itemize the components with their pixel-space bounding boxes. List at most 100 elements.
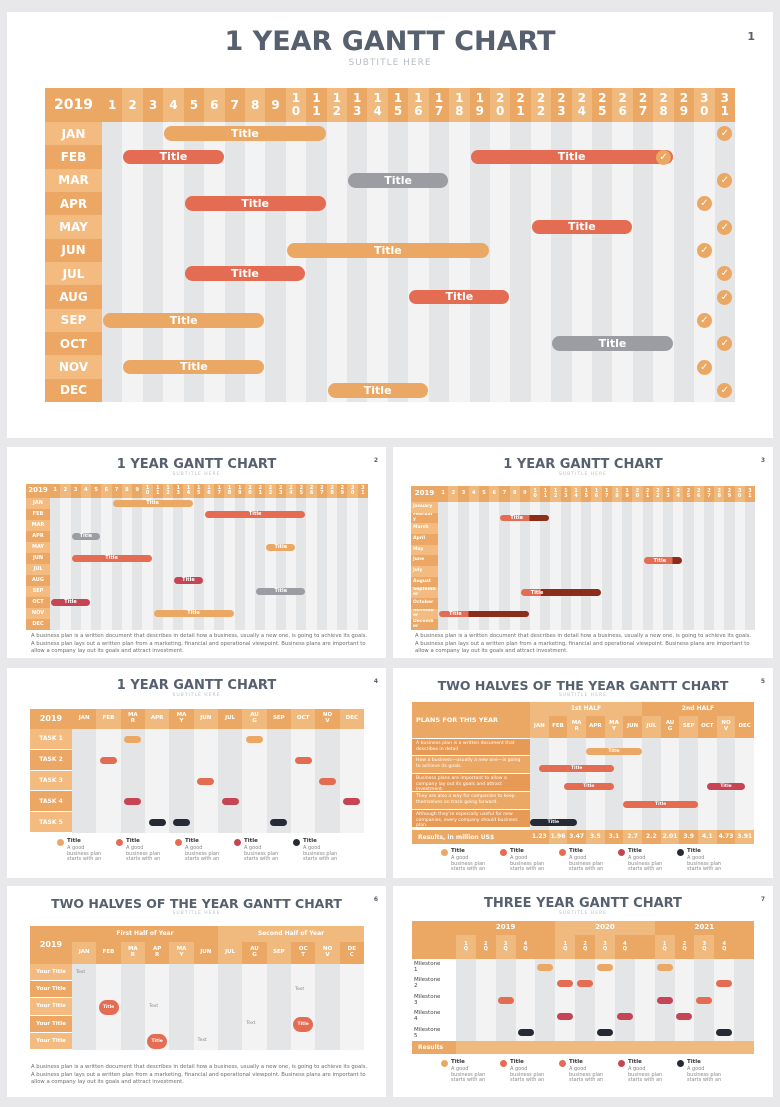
task-bar[interactable]: Title [531,219,632,235]
task-bar[interactable]: Title [539,765,614,772]
task-bar[interactable]: Title [204,510,306,518]
milestone-pill[interactable] [557,1012,574,1020]
task-pill[interactable] [246,735,263,743]
legend-dot [559,849,566,856]
milestone-pill[interactable] [577,980,594,988]
task-bar[interactable]: Title [51,598,91,606]
day-header: 1 2 [162,484,174,498]
task-bar[interactable]: Title [552,336,673,352]
task-bar[interactable]: Title [563,783,614,790]
day-column [560,502,571,630]
day-header: 1 9 [469,88,490,122]
task-bar[interactable]: Title [123,149,224,165]
task-bar[interactable]: Title [470,149,673,165]
legend-dot [441,849,448,856]
task-bar[interactable]: Title [71,532,101,540]
task-bar[interactable]: Title [586,747,642,755]
day-column [499,502,510,630]
task-pill[interactable] [197,777,215,785]
milestone-pill[interactable] [656,996,673,1004]
legend-title: Title [569,1059,583,1065]
task-bar[interactable]: Title [71,554,152,562]
legend-title: Title [244,838,258,844]
milestone-pill[interactable] [656,963,673,971]
milestone-label: Milestone 3 [414,993,441,1006]
task-bar[interactable]: Title [530,819,577,826]
task-bar[interactable]: Title [256,587,306,595]
task-bar[interactable]: Title [623,801,698,808]
task-bar[interactable]: Title [707,783,745,790]
task-bar[interactable]: Title [500,514,550,522]
slide-thumbnail-6[interactable]: TWO HALVES OF THE YEAR GANTT CHART SUBTI… [7,886,386,1097]
milestone-pill[interactable] [597,1029,613,1037]
day-column [489,502,500,630]
slide-thumbnail-2[interactable]: 1 YEAR GANTT CHART SUBTITLE HERE 2 2019 1… [7,447,386,658]
legend-item: Title A good business plan starts with an [293,838,348,866]
task-pill[interactable] [148,819,166,827]
task-bar[interactable]: Title [103,312,265,328]
quarter-header [734,935,754,959]
results-label: Results, in million US$ [412,830,530,844]
milestone-pill[interactable] [497,996,514,1004]
quarter-column [575,959,596,1041]
day-header: 6 [101,484,112,498]
legend-text: A good business plan starts with an [510,855,545,872]
task-pill[interactable] [343,798,361,806]
task-pill[interactable] [294,756,312,764]
milestone-pill[interactable] [597,963,613,971]
task-pill[interactable] [270,819,288,827]
cell-text: Text [76,969,86,975]
legend-text: A good business plan starts with an [687,855,722,872]
task-bar[interactable]: Title [409,289,510,305]
task-pill[interactable] [173,819,190,827]
task-bar[interactable]: Title [153,609,234,617]
slide-thumbnail-7[interactable]: THREE YEAR GANTT CHART SUBTITLE HERE 7 2… [393,886,773,1097]
task-bar[interactable]: Title [112,499,193,507]
milestone-pill[interactable] [517,1029,534,1037]
cell-text: Text [295,986,305,992]
task-bar[interactable]: Title [286,242,489,258]
quarter-column [456,959,476,1041]
task-bar[interactable]: Title [184,196,326,212]
day-header: 3 1 [714,88,735,122]
slide-thumbnail-5[interactable]: TWO HALVES OF THE YEAR GANTT CHART SUBTI… [393,668,773,878]
slide-thumbnail-1[interactable]: 1 YEAR GANTT CHART SUBTITLE HERE 1 2019 1… [7,12,773,438]
month-header: OC T [291,942,316,964]
task-pill[interactable] [319,777,336,785]
task-bar[interactable]: Title [123,359,265,375]
milestone-pill[interactable] [557,980,574,988]
milestone-pill[interactable] [696,996,713,1004]
milestone-pill[interactable] [716,980,733,988]
slide-thumbnail-3[interactable]: 1 YEAR GANTT CHART SUBTITLE HERE 3 2019 1… [393,447,773,658]
task-bar[interactable]: Title [327,382,428,398]
task-bar[interactable]: Title [439,610,530,618]
month-label: June [411,555,438,566]
task-pill[interactable] [124,798,142,806]
quarter-column [674,959,695,1041]
task-bar[interactable]: Title [266,543,296,551]
day-column [326,122,348,402]
milestone-pill[interactable] [676,1012,693,1020]
task-bar[interactable]: Title [520,589,601,597]
milestone-pill[interactable] [716,1029,733,1037]
month-label: JUN [26,553,50,564]
day-column [724,502,735,630]
milestone-pill[interactable] [616,1012,633,1020]
day-column [163,122,184,402]
month-label: FEB [45,145,102,169]
slide-thumbnail-4[interactable]: 1 YEAR GANTT CHART SUBTITLE HERE 4 2019 J… [7,668,386,878]
task-pill[interactable] [100,756,117,764]
milestone-circle[interactable]: Title [293,1016,314,1032]
task-bar[interactable]: Title [348,172,449,188]
milestone-circle[interactable]: Title [147,1033,168,1049]
milestone-pill[interactable] [537,963,554,971]
month-header: FEB [96,709,121,729]
task-bar[interactable]: Title [643,557,683,565]
milestone-circle[interactable]: Title [98,999,119,1015]
task-pill[interactable] [124,735,142,743]
task-pill[interactable] [221,798,239,806]
task-bar[interactable]: Title [164,126,326,142]
task-bar[interactable]: Title [184,266,306,282]
day-column [469,122,490,402]
task-bar[interactable]: Title [174,576,203,584]
